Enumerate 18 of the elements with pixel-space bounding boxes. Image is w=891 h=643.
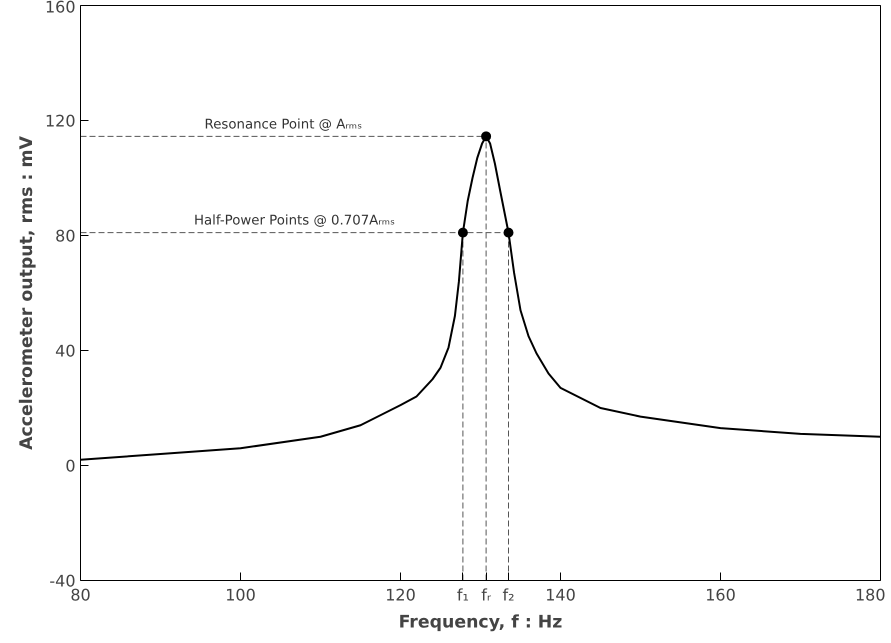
y-tick-label: 120 bbox=[44, 112, 76, 130]
y-tick-label: 80 bbox=[55, 226, 76, 246]
ref-line-label: Resonance Point @ Aᵣₘₛ bbox=[204, 117, 362, 132]
ref-line-label: Half-Power Points @ 0.707Aᵣₘₛ bbox=[194, 214, 396, 229]
x-tick-label: 120 bbox=[385, 586, 416, 604]
x-tick-label: 140 bbox=[545, 586, 576, 604]
x-tick-label: f₂ bbox=[502, 586, 515, 604]
y-tick-label: 40 bbox=[55, 342, 76, 360]
x-tick-label: 100 bbox=[225, 586, 256, 604]
x-axis-title: Frequency, f : Hz bbox=[398, 612, 562, 632]
x-tick-label: 80 bbox=[70, 586, 91, 604]
x-tick-label: f₁ bbox=[456, 586, 469, 604]
x-tick-label: 160 bbox=[705, 586, 736, 604]
y-axis-title: Accelerometer output, rms : mV bbox=[16, 136, 37, 450]
y-tick-label: 160 bbox=[44, 0, 76, 16]
x-tick-label: fᵣ bbox=[481, 586, 492, 604]
x-tick-label: 180 bbox=[854, 586, 886, 604]
y-tick-label: 0 bbox=[65, 456, 76, 476]
